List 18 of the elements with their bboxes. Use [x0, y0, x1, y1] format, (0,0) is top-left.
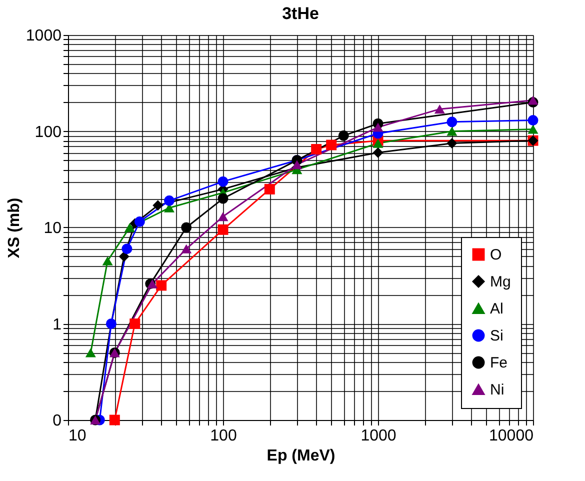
- y-tick-label: 100: [34, 124, 62, 141]
- x-axis-title: Ep (MeV): [266, 448, 336, 464]
- legend-label: Si: [490, 328, 504, 344]
- x-tick-label: 1000: [360, 428, 396, 444]
- legend-label: Ni: [490, 382, 504, 398]
- legend-label: O: [490, 246, 502, 264]
- legend-label: Fe: [490, 354, 508, 372]
- y-tick-label: 10: [44, 220, 62, 237]
- legend-label: Mg: [490, 274, 511, 290]
- legend-label: Al: [490, 300, 504, 318]
- y-tick-label: 1: [52, 316, 62, 334]
- y-axis-title: XS (mb): [6, 198, 23, 258]
- x-tick-label: 10: [68, 428, 86, 444]
- x-tick-label: 10000: [489, 428, 534, 444]
- y-tick-label: 0: [52, 412, 62, 430]
- chart-title: 3tHe: [282, 4, 319, 23]
- y-tick-label: 1000: [26, 28, 62, 44]
- x-tick-label: 100: [210, 428, 237, 444]
